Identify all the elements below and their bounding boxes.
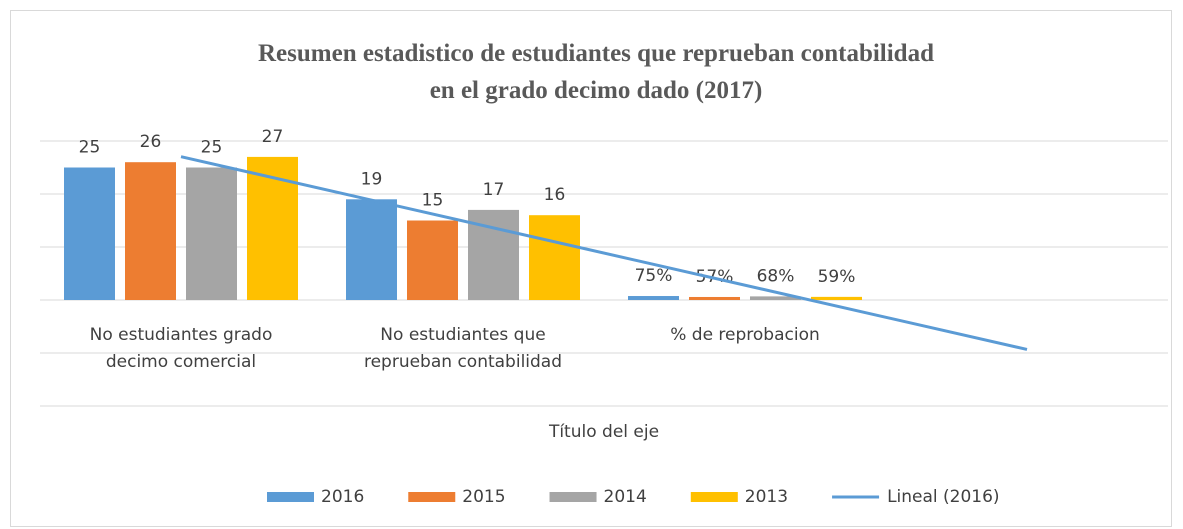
data-label: 16 — [544, 185, 566, 205]
x-tick-label: No estudiantes que reprueban contabilidad — [364, 325, 562, 372]
data-label: 19 — [361, 169, 383, 189]
trendline — [180, 155, 1028, 351]
x-tick-label: No estudiantes grado decimo comercial — [90, 325, 273, 372]
data-label: 15 — [422, 191, 444, 211]
bar — [689, 296, 740, 300]
bar — [125, 162, 176, 300]
x-axis-title: Título del eje — [548, 422, 659, 442]
data-label: 17 — [483, 180, 505, 200]
bar — [186, 167, 237, 300]
data-label: 25 — [201, 138, 223, 158]
legend-label: 2015 — [462, 487, 505, 507]
data-label: 75% — [635, 266, 673, 286]
data-label: 27 — [262, 127, 284, 147]
bar — [346, 199, 397, 300]
legend-label: 2013 — [745, 487, 788, 507]
bar — [407, 220, 458, 300]
data-label: 26 — [140, 132, 162, 152]
legend-swatch — [408, 492, 456, 502]
legend-swatch — [549, 492, 597, 502]
legend-swatch — [267, 492, 314, 502]
data-label: 59% — [818, 267, 856, 287]
bar — [811, 296, 862, 300]
x-tick-label: % de reprobacion — [670, 325, 820, 345]
legend-swatch — [690, 492, 738, 502]
legend-label: 2016 — [321, 487, 364, 507]
bar — [529, 215, 580, 300]
legend-label: 2014 — [604, 487, 647, 507]
data-label: 25 — [79, 138, 101, 158]
data-label: 68% — [757, 266, 795, 286]
legend-label: Lineal (2016) — [887, 487, 1000, 507]
chart-title: Resumen estadistico de estudiantes que r… — [258, 40, 934, 104]
bar — [750, 296, 801, 300]
bar — [628, 296, 679, 300]
bar — [64, 167, 115, 300]
